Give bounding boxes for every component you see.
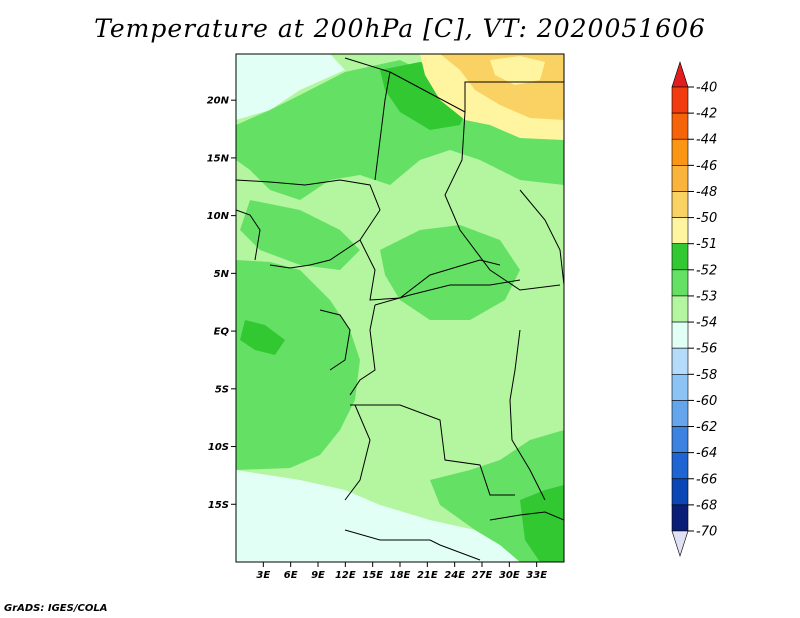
field-dark-green-west xyxy=(240,320,285,355)
lon-tick-label: 9E xyxy=(311,570,325,581)
colorbar-label: -40 xyxy=(696,81,717,96)
colorbar-label: -46 xyxy=(696,159,717,174)
colorbar-label: -51 xyxy=(696,237,717,252)
lat-tick-label: 15N xyxy=(207,153,230,164)
colorbar-label: -68 xyxy=(696,498,717,513)
lat-tick-label: 10N xyxy=(207,211,230,222)
border-nigeria xyxy=(236,179,381,269)
colorbar-swatch xyxy=(671,112,689,140)
colorbar-label: -44 xyxy=(696,133,717,148)
colorbar-label: -56 xyxy=(696,342,717,357)
field-cold-southwest xyxy=(236,470,520,562)
colorbar-label: -52 xyxy=(696,263,717,278)
colorbar-swatch xyxy=(671,138,689,166)
grads-credit: GrADS: IGES/COLA xyxy=(4,603,108,614)
colorbar-label: -50 xyxy=(696,211,717,226)
lon-tick-label: 18E xyxy=(390,570,411,581)
field-green-north xyxy=(236,60,564,200)
colorbar-label: -66 xyxy=(696,472,717,487)
lat-tick-label: 5N xyxy=(214,269,230,280)
border-gabon xyxy=(319,309,351,371)
field-green-center xyxy=(380,225,520,320)
colorbar-swatch xyxy=(671,295,689,323)
colorbar-swatch xyxy=(671,243,689,271)
border-car-drc xyxy=(374,279,521,306)
lat-tick-label: 20N xyxy=(207,96,230,107)
colorbar-bottom-arrow xyxy=(671,530,689,557)
lon-tick-label: 33E xyxy=(526,570,547,581)
colorbar-label: -48 xyxy=(696,185,717,200)
colorbar-label: -62 xyxy=(696,420,717,435)
lon-tick-label: 3E xyxy=(256,570,270,581)
border-drc-angola xyxy=(350,404,515,496)
border-east-lakes xyxy=(509,329,546,501)
lat-tick-label: EQ xyxy=(214,327,230,338)
colorbar-swatch xyxy=(671,165,689,192)
lon-tick-label: 15E xyxy=(362,570,383,581)
colorbar-swatch xyxy=(671,478,689,506)
colorbar-swatch xyxy=(671,400,689,427)
border-angola-zambia xyxy=(344,404,371,501)
lon-tick-label: 12E xyxy=(335,570,356,581)
map-title: Temperature at 200hPa [C], VT: 202005160… xyxy=(94,14,706,43)
lat-tick-label: 10S xyxy=(208,442,229,453)
lon-tick-label: 21E xyxy=(417,570,438,581)
colorbar-swatch xyxy=(671,86,689,114)
colorbar-swatch xyxy=(671,426,689,453)
border-chad-sudan xyxy=(444,111,561,291)
colorbar-swatch xyxy=(671,373,689,401)
longitude-ticks: 3E 6E 9E 12E 15E 18E 21E 24E 27E 30E 33E xyxy=(256,562,547,581)
border-southeast xyxy=(489,511,564,521)
border-west-coast xyxy=(236,209,261,261)
latitude-ticks: 20N 15N 10N 5N EQ 5S 10S 15S xyxy=(207,96,236,511)
colorbar-label: -54 xyxy=(696,316,717,331)
temperature-field xyxy=(236,54,564,562)
colorbar-swatch xyxy=(671,504,689,532)
border-namibia xyxy=(344,529,481,561)
border-sudan-east xyxy=(519,189,564,286)
colorbar-swatch xyxy=(671,452,689,480)
colorbar-label: -60 xyxy=(696,394,717,409)
country-borders xyxy=(236,57,564,561)
colorbar-swatch xyxy=(671,217,689,245)
colorbar-label: -58 xyxy=(696,368,717,383)
colorbar-label: -64 xyxy=(696,446,717,461)
lon-tick-label: 6E xyxy=(284,570,298,581)
border-drc-congo xyxy=(349,304,376,396)
field-cold-northwest xyxy=(236,54,345,120)
colorbar-swatch xyxy=(671,191,689,218)
field-green-sahel xyxy=(240,200,360,270)
border-libya-egypt-sudan xyxy=(389,71,564,113)
lon-tick-label: 30E xyxy=(499,570,520,581)
colorbar-top-arrow xyxy=(671,61,689,88)
field-dark-green-southeast xyxy=(520,485,564,562)
lat-tick-label: 5S xyxy=(215,384,229,395)
colorbar-swatch xyxy=(671,269,689,297)
lon-tick-label: 24E xyxy=(444,570,465,581)
colorbar-label: -42 xyxy=(696,107,717,122)
colorbar-label: -53 xyxy=(696,289,717,304)
colorbar: -40 -42 -44 -46 -48 -50 -51 -52 -53 -54 -56 -58 -60 -… xyxy=(671,61,717,557)
lon-tick-label: 27E xyxy=(472,570,493,581)
colorbar-swatch xyxy=(671,321,689,349)
field-warm-inner xyxy=(490,56,545,85)
colorbar-swatch xyxy=(671,347,689,375)
lat-tick-label: 15S xyxy=(208,500,229,511)
border-niger-chad xyxy=(344,57,391,181)
colorbar-label: -70 xyxy=(696,525,717,540)
